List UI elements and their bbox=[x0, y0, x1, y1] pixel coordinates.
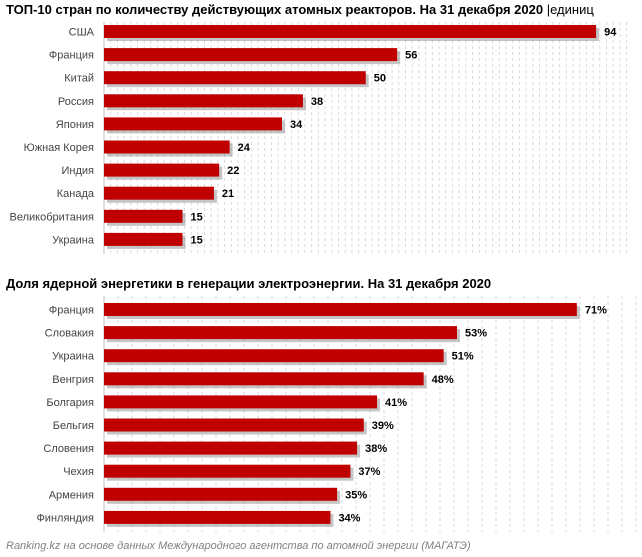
bar bbox=[104, 94, 303, 108]
bar bbox=[104, 441, 358, 455]
bar bbox=[104, 232, 183, 246]
chart-1-title-text: ТОП-10 стран по количеству действующих а… bbox=[6, 2, 544, 17]
value-label: 53% bbox=[465, 328, 487, 340]
bar bbox=[104, 303, 577, 316]
value-label: 34% bbox=[338, 512, 360, 524]
bar bbox=[104, 464, 351, 478]
category-label: Болгария bbox=[46, 397, 94, 409]
bar bbox=[104, 349, 444, 363]
category-label: Индия bbox=[61, 165, 94, 177]
value-label: 71% bbox=[585, 305, 607, 317]
chart-2-title: Доля ядерной энергетики в генерации элек… bbox=[6, 276, 492, 291]
chart-1-unit: |единиц bbox=[546, 2, 594, 17]
category-label: Чехия bbox=[63, 466, 94, 478]
bar bbox=[104, 25, 597, 38]
category-label: Россия bbox=[58, 96, 94, 108]
value-label: 15 bbox=[191, 234, 203, 246]
value-label: 38% bbox=[365, 443, 387, 455]
category-label: Япония bbox=[56, 119, 94, 131]
source-footer: Ranking.kz на основе данных Международно… bbox=[6, 540, 471, 552]
value-label: 15 bbox=[191, 211, 203, 223]
category-label: Китай bbox=[64, 73, 94, 85]
value-label: 24 bbox=[238, 142, 251, 154]
bar bbox=[104, 326, 457, 340]
bar bbox=[104, 209, 183, 223]
category-label: Армения bbox=[49, 489, 94, 501]
chart-1-title: ТОП-10 стран по количеству действующих а… bbox=[6, 2, 594, 17]
value-label: 56 bbox=[405, 50, 417, 62]
value-label: 51% bbox=[452, 351, 474, 363]
category-label: Великобритания bbox=[10, 211, 95, 223]
category-label: Украина bbox=[52, 234, 95, 246]
bar bbox=[104, 186, 214, 200]
bar bbox=[104, 487, 338, 501]
category-label: Франция bbox=[49, 50, 94, 62]
chart-1-reactors: США 94 Франция 56 Китай 50 Россия 38 Япония 34 Южн… bbox=[10, 22, 628, 254]
category-label: Франция bbox=[49, 305, 94, 317]
category-label: Канада bbox=[57, 188, 95, 200]
bar bbox=[104, 418, 364, 432]
value-label: 22 bbox=[227, 165, 239, 177]
value-label: 50 bbox=[374, 73, 386, 85]
bar bbox=[104, 395, 378, 409]
value-label: 35% bbox=[345, 489, 367, 501]
bar bbox=[104, 71, 366, 85]
category-label: Венгрия bbox=[52, 374, 94, 386]
value-label: 34 bbox=[290, 119, 303, 131]
value-label: 94 bbox=[604, 27, 617, 39]
category-label: Финляндия bbox=[36, 512, 94, 524]
bar bbox=[104, 140, 230, 154]
category-label: Южная Корея bbox=[24, 142, 94, 154]
category-label: США bbox=[69, 27, 95, 39]
category-label: Словения bbox=[43, 443, 94, 455]
bar bbox=[104, 372, 424, 386]
value-label: 48% bbox=[432, 374, 454, 386]
value-label: 38 bbox=[311, 96, 323, 108]
value-label: 41% bbox=[385, 397, 407, 409]
category-label: Бельгия bbox=[53, 420, 94, 432]
category-label: Словакия bbox=[45, 328, 94, 340]
chart-2-nuclear-share: Франция 71% Словакия 53% Украина 51% Венгрия 48… bbox=[36, 296, 637, 532]
bar bbox=[104, 510, 331, 524]
category-label: Украина bbox=[52, 351, 95, 363]
bar bbox=[104, 117, 282, 131]
bar bbox=[104, 48, 398, 62]
value-label: 39% bbox=[372, 420, 394, 432]
bar bbox=[104, 163, 220, 177]
value-label: 21 bbox=[222, 188, 234, 200]
value-label: 37% bbox=[358, 466, 380, 478]
